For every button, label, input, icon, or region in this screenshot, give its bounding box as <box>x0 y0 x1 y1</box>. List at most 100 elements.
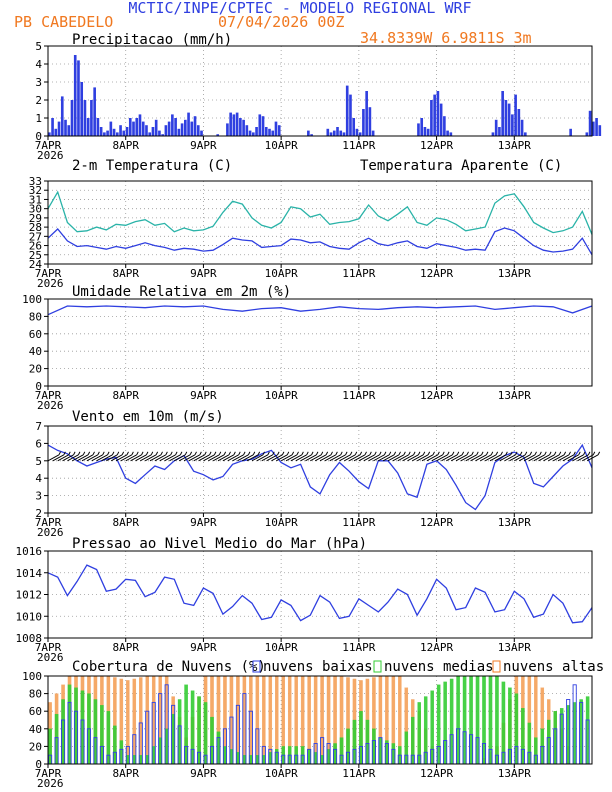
cloud-bar <box>255 675 260 765</box>
wind-arrow <box>392 454 405 462</box>
panel-title-humidity: Umidade Relativa em 2m (%) <box>72 284 291 300</box>
cloud-bar <box>54 713 59 765</box>
cloud-bar <box>132 678 137 765</box>
wind-arrow-head <box>238 451 241 456</box>
xtick-label: 10APR <box>265 516 298 529</box>
wind-arrow-head <box>408 451 411 456</box>
wind-arrow <box>57 454 69 462</box>
precip-bar <box>592 121 595 136</box>
precip-bar <box>507 103 511 136</box>
wind-arrow-head <box>262 451 265 456</box>
xtick-label: 10APR <box>265 139 298 152</box>
cloud-bar <box>508 687 512 765</box>
panel-title-pressure: Pressao ao Nivel Medio do Mar (hPa) <box>72 536 367 552</box>
precip-bar <box>125 127 129 136</box>
precip-bar <box>103 132 106 136</box>
cloud-bar <box>119 740 124 765</box>
precip-bar <box>70 100 74 136</box>
cloud-bar <box>210 716 214 765</box>
wind-arrow-head <box>311 451 314 456</box>
ytick-label: 20 <box>29 363 42 376</box>
cloud-bar <box>236 752 240 765</box>
ytick-label: 6 <box>35 437 42 450</box>
xtick-label: 7APR <box>35 139 62 152</box>
precip-bar <box>352 118 356 136</box>
wind-arrow-head <box>184 451 188 456</box>
cloud-bar <box>106 711 111 765</box>
plot-frame <box>47 298 593 387</box>
cloud-bar <box>190 690 195 765</box>
wind-arrow-head <box>68 451 71 456</box>
ytick-label: 1014 <box>16 567 43 580</box>
wind-arrow <box>499 454 511 462</box>
precip-bar <box>112 128 116 136</box>
wind-arrow-head <box>587 451 591 456</box>
wind-arrow-head <box>447 451 450 456</box>
wind-arrow-head <box>349 451 353 456</box>
cloud-bar <box>139 677 143 765</box>
cloud-bar <box>579 699 583 765</box>
xtick-label: 10APR <box>265 267 298 280</box>
xtick-label: 13APR <box>498 267 531 280</box>
wind-arrow <box>470 454 482 462</box>
cloud-bar <box>126 680 130 765</box>
cloud-bar <box>320 755 324 765</box>
wind-arrow-head <box>247 451 251 456</box>
precip-bar <box>229 112 232 136</box>
wind-arrow-head <box>141 451 144 456</box>
ytick-label: 25 <box>29 249 42 262</box>
cloud-bar <box>443 681 447 765</box>
xtick-label: 13APR <box>498 767 531 780</box>
wind-arrow-head <box>63 451 66 456</box>
wind-arrow <box>538 454 550 462</box>
wind-arrow <box>198 454 210 462</box>
wind-arrow <box>280 454 293 462</box>
wind-arrow-head <box>257 451 261 456</box>
precip-bar <box>96 118 100 136</box>
panel-clouds: 0 20 40 60 80 100 7APR 8APR 9APR 10APR 11APR 12APR 1… <box>22 659 604 790</box>
precip-bar <box>51 118 54 136</box>
wind-arrow-head <box>301 451 304 456</box>
wind-arrow <box>572 454 584 462</box>
xtick-label: 7APR <box>35 389 62 402</box>
precip-bar <box>371 130 375 136</box>
xtick-label: 8APR <box>112 389 139 402</box>
wind-arrow <box>130 454 142 462</box>
ytick-label: 100 <box>22 670 42 683</box>
precip-bar <box>177 128 181 136</box>
precip-bar <box>132 121 135 136</box>
ytick-label: 0 <box>35 758 42 771</box>
wind-arrow <box>431 454 443 462</box>
wind-arrow <box>222 454 235 462</box>
precip-bar <box>83 100 87 136</box>
xtick-label: 9APR <box>190 767 217 780</box>
legend-label: nuvens altas <box>503 659 604 675</box>
ytick-label: 40 <box>29 345 42 358</box>
wind-arrow-head <box>126 451 129 456</box>
precip-bar <box>73 55 77 136</box>
wind-arrow-head <box>306 451 309 456</box>
wind-arrow <box>363 454 375 462</box>
cloud-bar <box>307 749 311 765</box>
ytick-label: 1012 <box>16 589 43 602</box>
wind-arrow-head <box>281 451 285 456</box>
wind-arrow <box>300 454 312 462</box>
precip-bar <box>235 112 239 136</box>
ytick-label: 80 <box>29 688 42 701</box>
panel-wind: 2 3 4 5 6 7 7APR 8APR 9APR 10APR 11APR 12APR 13APR 20… <box>35 409 601 539</box>
cloud-bar <box>326 749 331 765</box>
precip-bar <box>443 116 446 136</box>
station-coordinates: 34.8339W 6.9811S 3m <box>360 29 532 47</box>
cloud-legend: nuvens baixas nuvens medias nuvens altas <box>252 659 604 675</box>
precip-bar <box>164 125 168 136</box>
wind-arrow-head <box>359 451 363 456</box>
ytick-label: 60 <box>29 705 42 718</box>
year-label: 2026 <box>37 777 64 790</box>
xtick-label: 10APR <box>265 767 298 780</box>
wind-arrow-head <box>461 451 465 456</box>
wind-arrow <box>436 454 448 462</box>
wind-arrow-head <box>495 451 499 456</box>
ytick-label: 33 <box>29 175 42 188</box>
temperature-series-0 <box>47 227 593 256</box>
